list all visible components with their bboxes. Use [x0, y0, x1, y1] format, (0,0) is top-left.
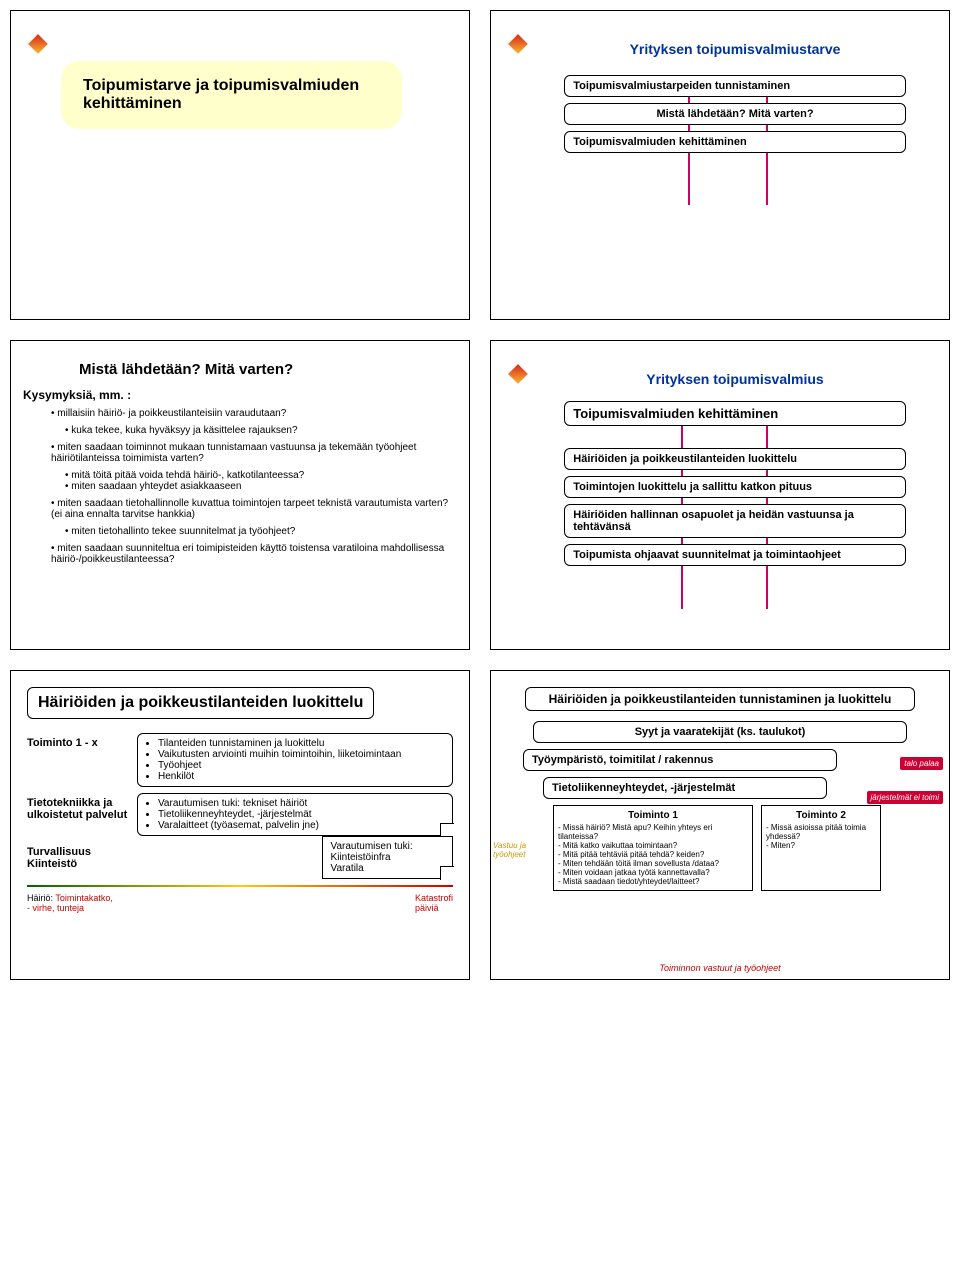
slide-1: Toipumistarve ja toipumisvalmiuden kehit…: [10, 10, 470, 320]
s5-footer: Häiriö: Toimintakatko, - virhe, tunteja …: [27, 893, 453, 913]
flow-box: Toipumisvalmiuden kehittäminen: [564, 131, 905, 153]
toiminto-1-card: Toiminto 1 - Missä häiriö? Mistä apu? Ke…: [553, 805, 753, 891]
bullet-group-4: miten saadaan suunniteltua eri toimipist…: [51, 543, 449, 565]
slide-4: Yrityksen toipumisvalmius Toipumisvalmiu…: [490, 340, 950, 650]
bullet-group-3: miten saadaan tietohallinnolle kuvattua …: [51, 498, 449, 520]
slide-2: Yrityksen toipumisvalmiustarve Toipumisv…: [490, 10, 950, 320]
s6-footer: Toiminnon vastuut ja työohjeet: [659, 963, 780, 973]
row-box: Varautumisen tuki: tekniset häiriöt Tiet…: [137, 793, 453, 836]
toiminto-2-card: Toiminto 2 - Missä asioissa pitää toimia…: [761, 805, 881, 891]
tag-fire: talo palaa: [900, 757, 943, 770]
s5-row-turv: Turvallisuus Kiinteistö Varautumisen tuk…: [27, 842, 453, 879]
slide3-heading: Mistä lähdetään? Mitä varten?: [79, 361, 449, 378]
row-label: Toiminto 1 - x: [27, 733, 137, 749]
slide-6: Häiriöiden ja poikkeustilanteiden tunnis…: [490, 670, 950, 980]
slide-grid: Toipumistarve ja toipumisvalmiuden kehit…: [10, 10, 950, 980]
flow-box: Mistä lähdetään? Mitä varten?: [564, 103, 905, 125]
row-label: Turvallisuus Kiinteistö: [27, 842, 122, 870]
s5-row-toiminto: Toiminto 1 - x Tilanteiden tunnistaminen…: [27, 733, 453, 787]
slide-3: Mistä lähdetään? Mitä varten? Kysymyksiä…: [10, 340, 470, 650]
s6-env-box: Työympäristö, toimitilat / rakennus: [523, 749, 837, 771]
s6-syyt-box: Syyt ja vaaratekijät (ks. taulukot): [533, 721, 907, 743]
bullet-group-1: millaisiin häiriö- ja poikkeustilanteisi…: [51, 408, 449, 419]
yellow-panel: Toipumistarve ja toipumisvalmiuden kehit…: [61, 61, 402, 129]
row-label: Tietotekniikka ja ulkoistetut palvelut: [27, 793, 137, 821]
marker-icon: [507, 363, 529, 385]
slide1-title: Toipumistarve ja toipumisvalmiuden kehit…: [83, 77, 380, 113]
s6-tieto-box: Tietoliikenneyhteydet, -järjestelmät: [543, 777, 827, 799]
note-fold-icon: [440, 823, 454, 837]
flow-box: Toipumisvalmiustarpeiden tunnistaminen: [564, 75, 905, 97]
flow-box-main: Toipumisvalmiuden kehittäminen: [564, 401, 905, 426]
row-box: Tilanteiden tunnistaminen ja luokittelu …: [137, 733, 453, 787]
bullet-group-2: miten saadaan toiminnot mukaan tunnistam…: [51, 442, 449, 464]
varat-note: Varautumisen tuki: Kiinteistöinfra Varat…: [322, 836, 453, 879]
toiminto-row: Toiminto 1 - Missä häiriö? Mistä apu? Ke…: [553, 805, 937, 891]
marker-icon: [27, 33, 49, 55]
vastu-label: Vastuu ja työohjeet: [493, 841, 537, 859]
flow-box: Häiriöiden hallinnan osapuolet ja heidän…: [564, 504, 905, 538]
flow-box: Toipumista ohjaavat suunnitelmat ja toim…: [564, 544, 905, 566]
slide-5: Häiriöiden ja poikkeustilanteiden luokit…: [10, 670, 470, 980]
flow-box: Häiriöiden ja poikkeustilanteiden luokit…: [564, 448, 905, 470]
tag-system: järjestelmät ei toimi: [867, 791, 943, 804]
s5-row-tieto: Tietotekniikka ja ulkoistetut palvelut V…: [27, 793, 453, 836]
slide6-title: Häiriöiden ja poikkeustilanteiden tunnis…: [525, 687, 916, 711]
slide2-flow: Yrityksen toipumisvalmiustarve Toipumisv…: [541, 31, 929, 153]
slide3-sub: Kysymyksiä, mm. :: [23, 388, 449, 402]
slide4-flow: Yrityksen toipumisvalmius Toipumisvalmiu…: [541, 361, 929, 566]
slide5-title: Häiriöiden ja poikkeustilanteiden luokit…: [27, 687, 374, 719]
slide4-top-title: Yrityksen toipumisvalmius: [541, 371, 929, 387]
flow-box: Toimintojen luokittelu ja sallittu katko…: [564, 476, 905, 498]
marker-icon: [507, 33, 529, 55]
slide2-top-title: Yrityksen toipumisvalmiustarve: [541, 41, 929, 57]
gradient-line: [27, 885, 453, 887]
note-fold-icon: [440, 866, 454, 880]
